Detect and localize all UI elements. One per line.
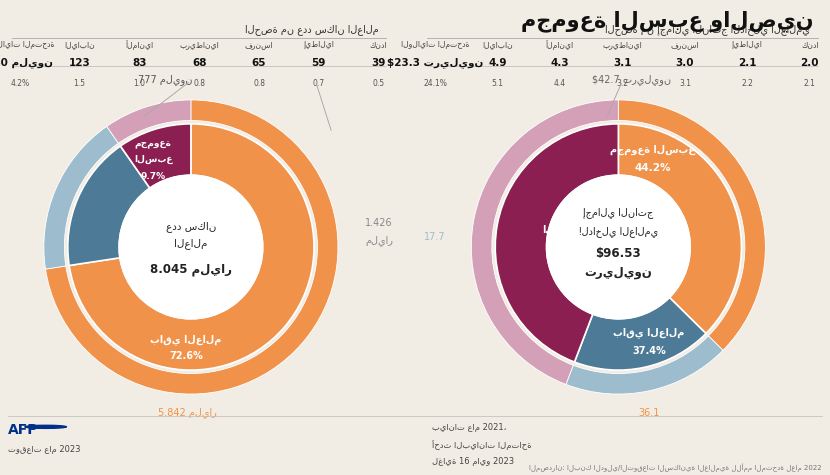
Text: 18.4%: 18.4% xyxy=(547,242,580,252)
Text: 5.1: 5.1 xyxy=(491,79,504,88)
Text: 37.4%: 37.4% xyxy=(632,346,666,356)
Text: 68: 68 xyxy=(192,57,207,67)
Text: 2.1: 2.1 xyxy=(803,79,816,88)
Text: فرنسا: فرنسا xyxy=(671,40,699,49)
Circle shape xyxy=(546,175,691,319)
Text: إيطاليا: إيطاليا xyxy=(304,40,334,49)
Text: 4.4: 4.4 xyxy=(554,79,566,88)
Text: بريطانيا: بريطانيا xyxy=(603,40,642,49)
Text: 8.045 مليار: 8.045 مليار xyxy=(150,263,232,275)
Text: 1.0: 1.0 xyxy=(134,79,145,88)
Wedge shape xyxy=(566,336,723,394)
Text: 2.2: 2.2 xyxy=(741,79,754,88)
Text: الصين: الصين xyxy=(217,218,260,228)
Text: ألمانيا: ألمانيا xyxy=(125,40,154,50)
Text: 9.7%: 9.7% xyxy=(141,172,166,181)
Wedge shape xyxy=(46,100,338,394)
Wedge shape xyxy=(107,100,191,143)
Circle shape xyxy=(119,175,263,319)
Text: الحصة من إجمالي الناتج الداخلي العالمي: الحصة من إجمالي الناتج الداخلي العالمي xyxy=(605,24,810,35)
Text: 4.3: 4.3 xyxy=(551,57,569,67)
Text: كندا: كندا xyxy=(801,40,818,49)
Text: كندا: كندا xyxy=(370,40,388,49)
Text: العالم: العالم xyxy=(174,238,208,249)
Wedge shape xyxy=(68,146,149,266)
Text: السبع: السبع xyxy=(134,155,173,164)
Text: 1.5: 1.5 xyxy=(74,79,85,88)
Text: 3.0: 3.0 xyxy=(676,57,694,67)
Text: مليار: مليار xyxy=(365,235,393,246)
Text: 17.7%: 17.7% xyxy=(222,235,256,245)
Text: 39: 39 xyxy=(372,57,386,67)
Wedge shape xyxy=(44,126,119,269)
Text: 2.1: 2.1 xyxy=(738,57,757,67)
Text: 4.9: 4.9 xyxy=(488,57,507,67)
Text: اليابان: اليابان xyxy=(482,40,513,49)
Circle shape xyxy=(25,425,66,428)
Text: 0.5: 0.5 xyxy=(373,79,385,88)
Text: 1.426: 1.426 xyxy=(365,218,393,228)
Text: الولايات المتحدة: الولايات المتحدة xyxy=(401,40,470,49)
Text: 777 مليون: 777 مليون xyxy=(138,74,193,85)
Text: الداخلي العالمي: الداخلي العالمي xyxy=(579,226,658,237)
Wedge shape xyxy=(496,124,618,362)
Text: $42.7 تريليون: $42.7 تريليون xyxy=(593,74,671,85)
Wedge shape xyxy=(120,124,191,188)
Text: 0.8: 0.8 xyxy=(193,79,205,88)
Wedge shape xyxy=(618,100,765,351)
Text: 17.7: 17.7 xyxy=(424,232,446,242)
Wedge shape xyxy=(69,124,314,370)
Text: إيطاليا: إيطاليا xyxy=(732,40,763,49)
Text: أحدث البيانات المتاحة: أحدث البيانات المتاحة xyxy=(432,440,531,450)
Text: الصين: الصين xyxy=(543,225,584,235)
Text: عدد سكان: عدد سكان xyxy=(166,221,216,232)
Text: 72.6%: 72.6% xyxy=(168,352,203,361)
Text: 83: 83 xyxy=(132,57,147,67)
Text: باقي العالم: باقي العالم xyxy=(150,334,222,345)
Text: تريليون: تريليون xyxy=(584,266,652,279)
Text: 340 مليون: 340 مليون xyxy=(0,57,53,68)
Text: فرنسا: فرنسا xyxy=(245,40,273,49)
Text: 4.2%: 4.2% xyxy=(10,79,29,88)
Text: مجموعة السبع والصين: مجموعة السبع والصين xyxy=(521,10,813,32)
Text: باقي العالم: باقي العالم xyxy=(613,327,685,338)
Text: $96.53: $96.53 xyxy=(596,247,641,260)
Text: 59: 59 xyxy=(311,57,326,67)
Text: 123: 123 xyxy=(69,57,90,67)
Text: الولايات المتحدة: الولايات المتحدة xyxy=(0,40,54,49)
Wedge shape xyxy=(618,124,741,333)
Text: توقعات عام 2023: توقعات عام 2023 xyxy=(8,446,81,455)
Wedge shape xyxy=(471,100,618,384)
Text: 3.2: 3.2 xyxy=(617,79,628,88)
Text: ألمانيا: ألمانيا xyxy=(546,40,574,50)
Text: 36.1: 36.1 xyxy=(638,408,660,418)
Text: AFP: AFP xyxy=(8,423,39,437)
Text: لغاية 16 مايو 2023: لغاية 16 مايو 2023 xyxy=(432,457,514,466)
Text: 3.1: 3.1 xyxy=(679,79,691,88)
Text: 44.2%: 44.2% xyxy=(634,163,671,173)
Text: 65: 65 xyxy=(251,57,266,67)
Text: بيانات عام 2021،: بيانات عام 2021، xyxy=(432,423,506,431)
Text: 0.8: 0.8 xyxy=(253,79,265,88)
Text: 24.1%: 24.1% xyxy=(423,79,447,88)
Text: اليابان: اليابان xyxy=(64,40,95,49)
Text: $23.3 تريليون: $23.3 تريليون xyxy=(387,57,483,68)
Text: 3.1: 3.1 xyxy=(613,57,632,67)
Text: مجموعة: مجموعة xyxy=(134,140,172,149)
Text: بريطانيا: بريطانيا xyxy=(179,40,219,49)
Text: المصدران: البنك الدولي/التوقعات السكانية العالمية للأمم المتحدة لعام 2022: المصدران: البنك الدولي/التوقعات السكانية… xyxy=(529,463,822,472)
Text: 5.842 مليار: 5.842 مليار xyxy=(158,408,217,418)
Text: 2.0: 2.0 xyxy=(800,57,819,67)
Text: إجمالي الناتج: إجمالي الناتج xyxy=(583,207,653,218)
Text: الحصة من عدد سكان العالم: الحصة من عدد سكان العالم xyxy=(245,24,378,35)
Text: مجموعة السبع: مجموعة السبع xyxy=(610,144,695,155)
Wedge shape xyxy=(574,297,706,370)
Text: 0.7: 0.7 xyxy=(313,79,325,88)
